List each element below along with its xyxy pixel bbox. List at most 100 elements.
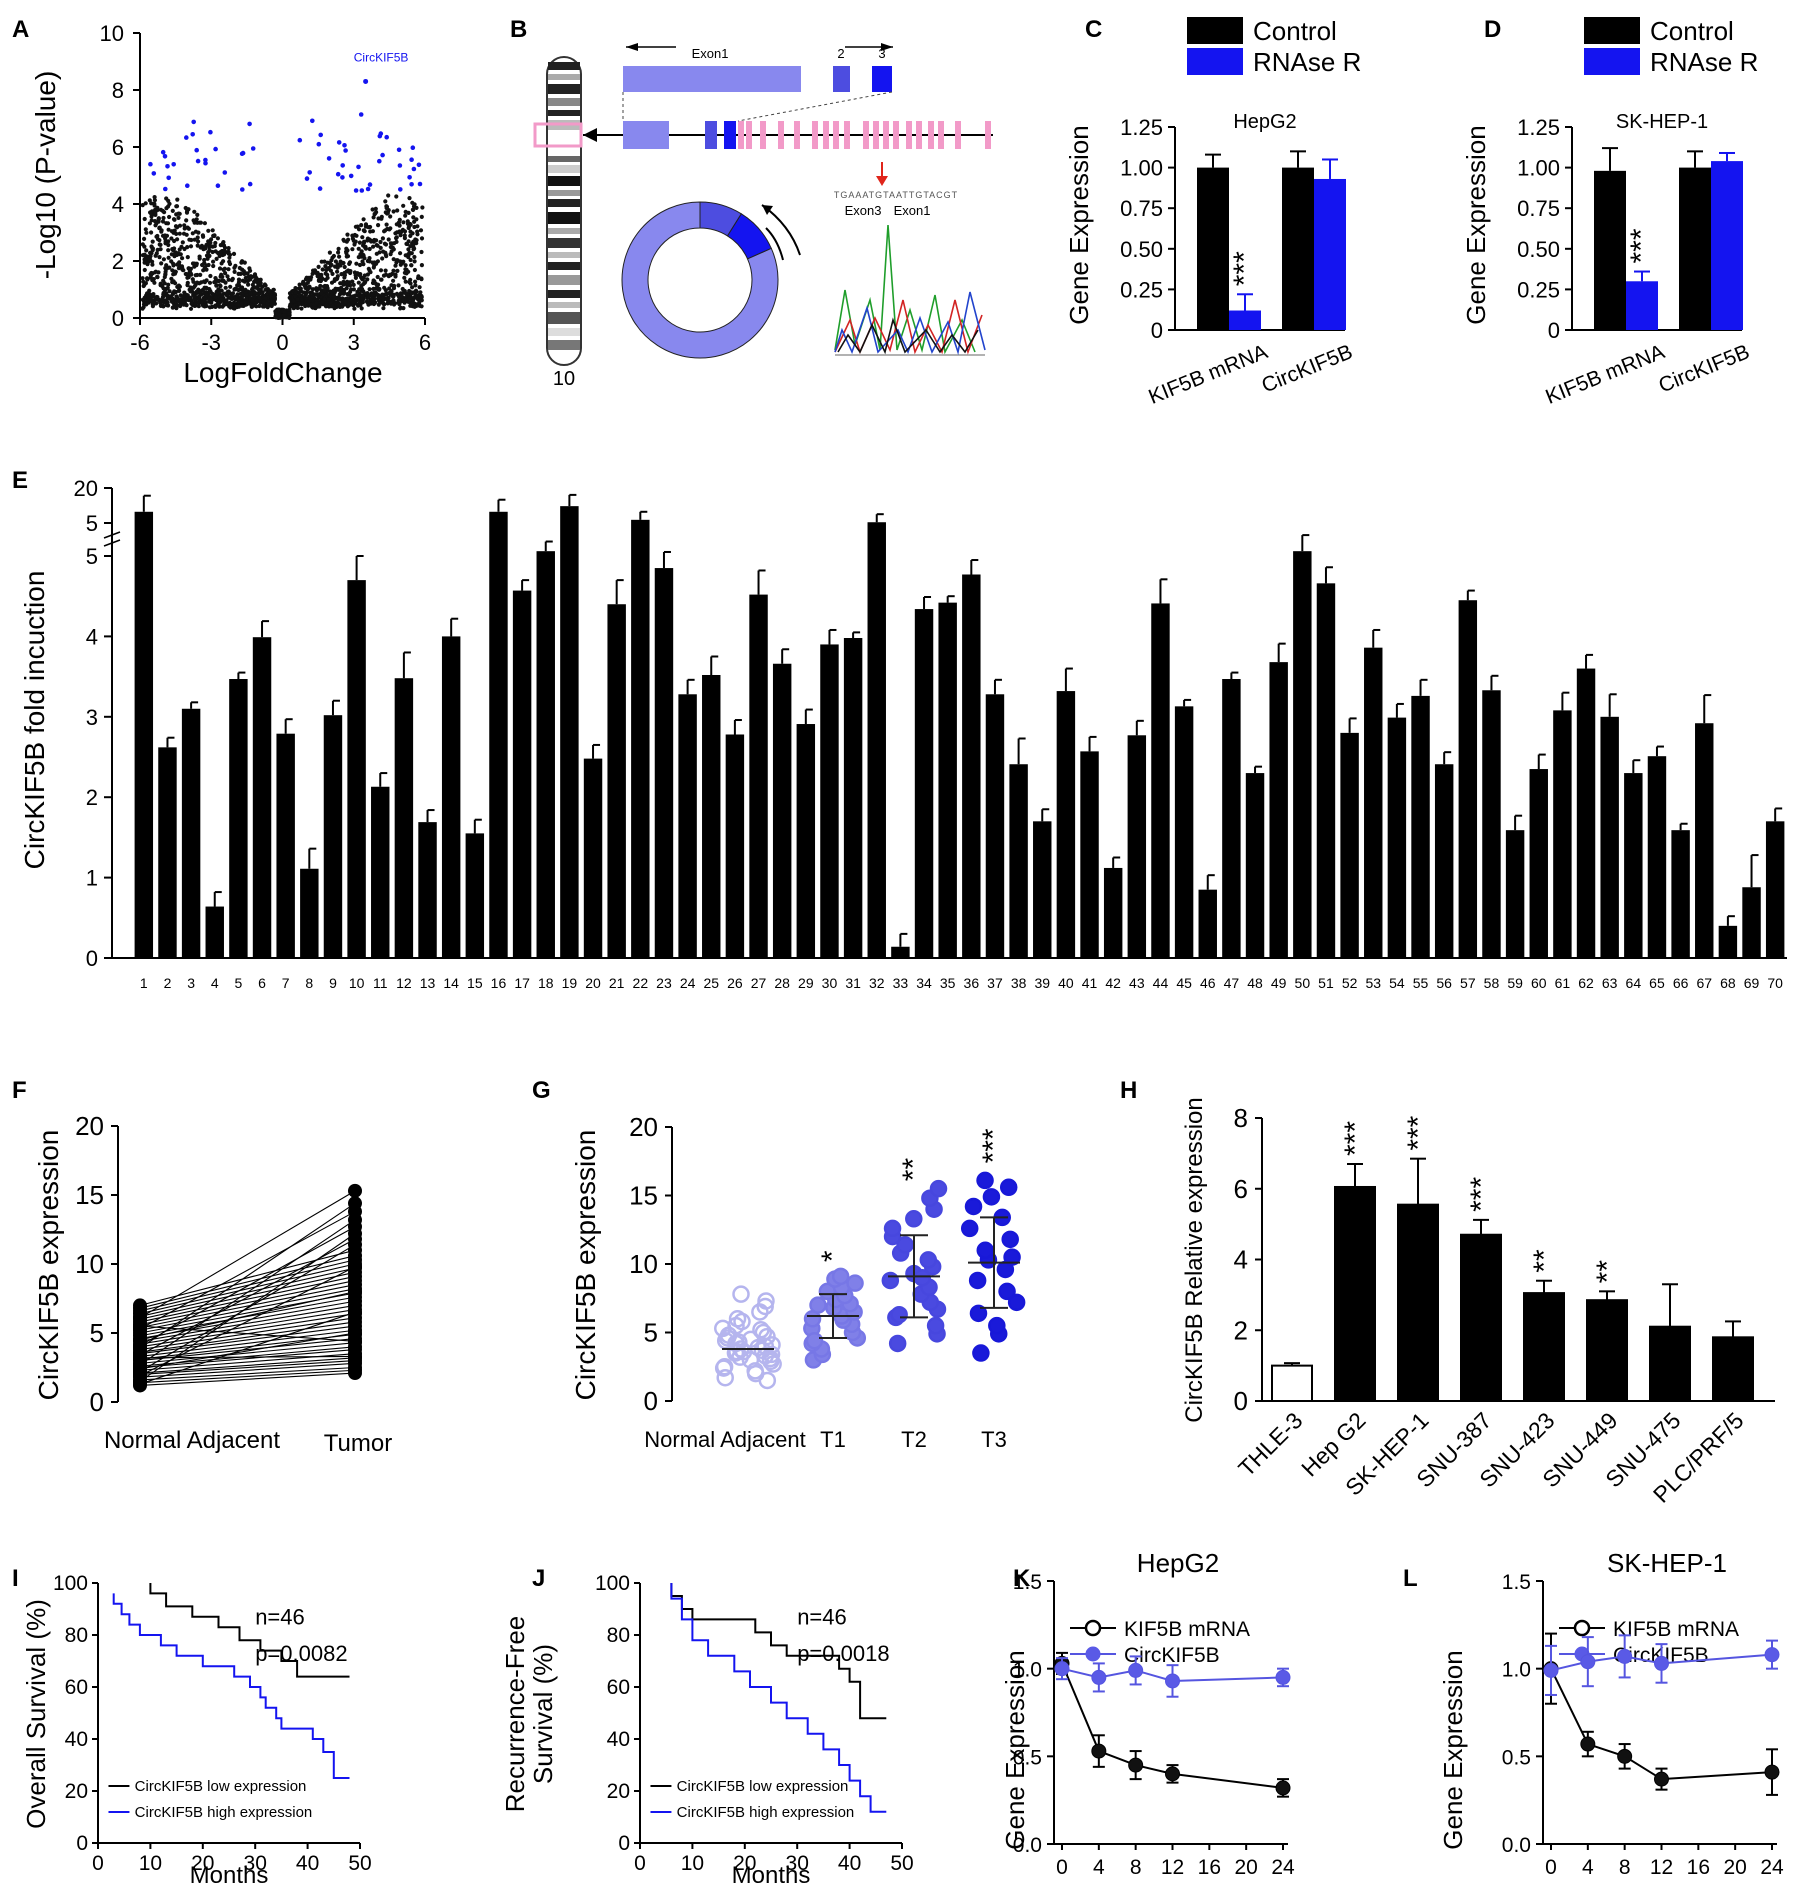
stage-dot xyxy=(969,1304,988,1323)
volcano-point xyxy=(212,244,217,249)
volcano-point xyxy=(330,303,335,308)
fold-x-tick-label: 21 xyxy=(609,975,625,991)
volcano-point xyxy=(179,244,184,249)
volcano-point xyxy=(383,199,388,204)
volcano-point xyxy=(269,302,275,307)
volcano-point xyxy=(409,251,414,256)
fold-x-tick-label: 23 xyxy=(656,975,672,991)
os-p: p=0.0082 xyxy=(255,1641,347,1666)
volcano-points xyxy=(140,193,425,320)
panel-letter-h: H xyxy=(1120,1077,1137,1104)
skhep1-rnase-y-tick-label: 0.50 xyxy=(1517,237,1560,262)
volcano-point xyxy=(357,262,363,268)
intron-exon-box xyxy=(863,121,869,149)
stage-dot xyxy=(757,1292,775,1310)
hepg2-time-marker-0 xyxy=(1128,1757,1144,1773)
hepg2-rnase-bar xyxy=(1314,178,1346,330)
volcano-point xyxy=(182,300,187,305)
volcano-point xyxy=(156,217,161,222)
stage-dot xyxy=(968,1271,987,1290)
volcano-point xyxy=(190,231,195,236)
volcano-point xyxy=(309,290,314,295)
volcano-y-tick-label: 4 xyxy=(112,192,124,217)
stage-dot xyxy=(716,1368,734,1387)
stage-dot xyxy=(919,1251,938,1269)
volcano-point xyxy=(174,295,180,300)
stage-dot xyxy=(831,1267,850,1286)
cellline-significance: *** xyxy=(1402,1115,1435,1150)
fold-x-tick-label: 30 xyxy=(822,975,838,991)
stage-dot xyxy=(905,1210,923,1228)
fold-x-tick-label: 67 xyxy=(1696,975,1712,991)
intron-exon-box xyxy=(883,121,889,149)
chromosome-band xyxy=(548,62,580,70)
fold-y-tick-label: 0 xyxy=(86,946,98,971)
volcano-point xyxy=(325,260,330,265)
paired-line xyxy=(139,1355,356,1359)
volcano-point xyxy=(202,221,207,226)
hepg2-rnase-x-tick-label: KIF5B mRNA xyxy=(1145,340,1270,409)
volcano-point xyxy=(378,245,383,250)
fold-x-tick-label: 29 xyxy=(798,975,814,991)
volcano-point xyxy=(207,280,213,285)
fold-bar xyxy=(1505,830,1525,958)
volcano-point xyxy=(366,225,371,230)
volcano-point xyxy=(388,241,393,246)
stage-dot xyxy=(883,1219,902,1238)
volcano-y-label: -Log10 (P-value) xyxy=(30,71,61,280)
fold-bar xyxy=(1482,690,1501,958)
volcano-point xyxy=(298,289,304,294)
volcano-point xyxy=(356,280,361,285)
fold-bar xyxy=(441,636,461,958)
fold-x-tick-label: 45 xyxy=(1176,975,1192,991)
forward-arrow-head xyxy=(881,43,893,51)
paired-y-tick-label: 20 xyxy=(75,1111,104,1141)
volcano-point xyxy=(276,307,281,312)
paired-line xyxy=(139,1190,356,1319)
volcano-point xyxy=(254,276,259,281)
volcano-significant-points xyxy=(148,112,423,193)
rfs-curve-1 xyxy=(670,1583,887,1813)
volcano-point xyxy=(188,295,193,300)
rfs-x-tick-label: 20 xyxy=(733,1852,756,1875)
volcano-point xyxy=(360,259,365,264)
skhep1-time-legend-label-0: KIF5B mRNA xyxy=(1613,1618,1739,1641)
volcano-point xyxy=(405,293,410,298)
volcano-point xyxy=(303,277,309,282)
fold-x-tick-label: 33 xyxy=(893,975,909,991)
volcano-point xyxy=(233,296,238,301)
rfs-y-tick-label: 80 xyxy=(607,1624,630,1647)
volcano-point xyxy=(328,301,333,306)
volcano-point xyxy=(214,256,219,261)
volcano-point xyxy=(249,274,255,279)
paired-line xyxy=(139,1349,356,1369)
paired-y-tick-label: 5 xyxy=(90,1318,104,1348)
volcano-point xyxy=(166,198,171,203)
volcano-circkif5b-point xyxy=(363,78,369,84)
volcano-point xyxy=(408,277,413,282)
volcano-significant-point xyxy=(407,175,412,180)
volcano-point xyxy=(271,294,276,300)
stage-dot xyxy=(728,1342,746,1361)
hepg2-time-marker-1 xyxy=(1054,1661,1070,1677)
volcano-point xyxy=(142,283,147,288)
volcano-point xyxy=(144,230,149,235)
paired-line xyxy=(139,1263,356,1315)
volcano-point xyxy=(192,294,197,299)
volcano-point xyxy=(398,251,403,256)
volcano-significant-point xyxy=(358,112,364,117)
volcano-point xyxy=(219,272,224,277)
volcano-point xyxy=(352,270,357,275)
volcano-point xyxy=(355,224,360,229)
volcano-point xyxy=(166,282,171,287)
fold-bar xyxy=(1695,723,1714,958)
volcano-point xyxy=(330,255,335,260)
fold-x-tick-label: 60 xyxy=(1531,975,1547,991)
volcano-point xyxy=(232,287,237,292)
volcano-point xyxy=(258,277,263,282)
volcano-point xyxy=(378,277,384,282)
volcano-point xyxy=(162,300,167,305)
stage-dot xyxy=(960,1219,979,1238)
volcano-point xyxy=(357,272,362,277)
hepg2-rnase-y-tick-label: 0.75 xyxy=(1120,196,1163,221)
